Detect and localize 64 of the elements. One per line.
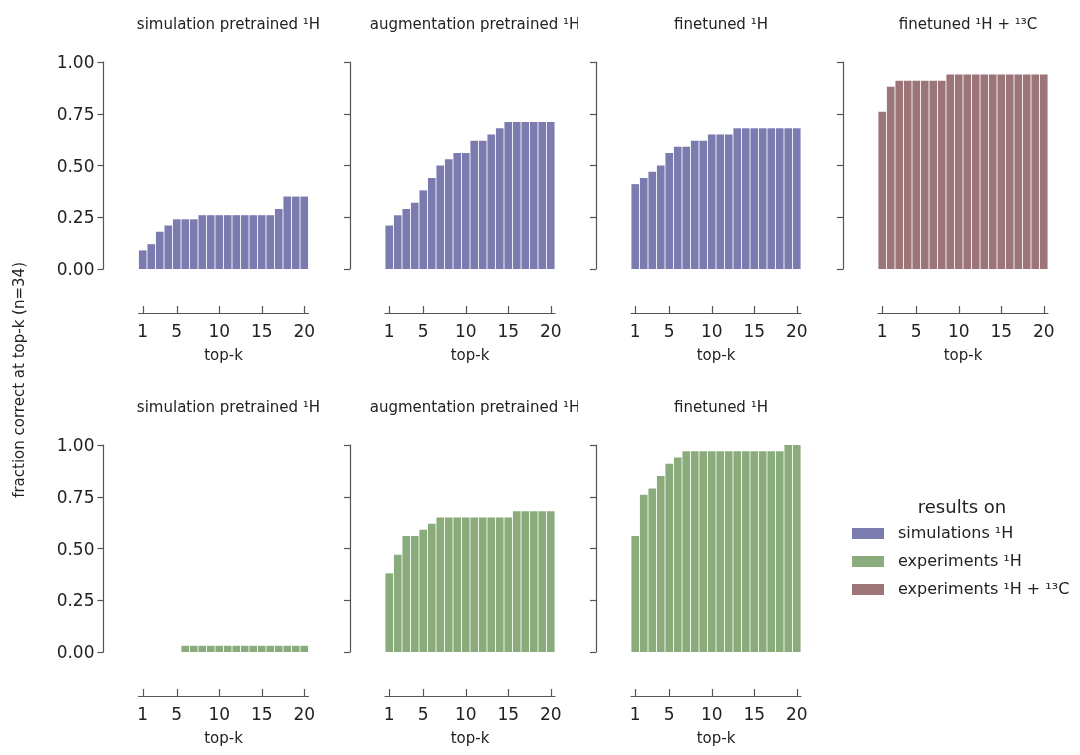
- x-tick-label: 10: [947, 320, 970, 341]
- chart-title: augmentation pretrained ¹H: [369, 397, 581, 416]
- x-tick-label: 15: [743, 320, 766, 341]
- x-tick-label: 10: [700, 320, 723, 341]
- x-axis-title: top-k: [204, 728, 244, 747]
- x-tick-label: 20: [785, 703, 808, 724]
- x-tick-label: 15: [497, 703, 520, 724]
- x-tick-label: 10: [700, 703, 723, 724]
- x-tick-label: 1: [383, 703, 395, 724]
- x-tick-label: 5: [417, 703, 429, 724]
- x-tick-label: 15: [250, 703, 273, 724]
- x-tick-label: 1: [383, 320, 395, 341]
- y-tick-label: 0.50: [56, 538, 95, 559]
- x-axis-title: top-k: [696, 345, 736, 364]
- x-tick-label: 10: [208, 320, 231, 341]
- x-tick-label: 1: [629, 703, 641, 724]
- x-tick-label: 10: [454, 703, 477, 724]
- y-tick-label: 0.00: [56, 642, 95, 662]
- chart-title: simulation pretrained ¹H: [136, 397, 321, 416]
- legend-label: simulations ¹H: [898, 523, 1014, 543]
- x-tick-label: 5: [663, 320, 675, 341]
- y-tick-label: 0.00: [56, 259, 95, 279]
- x-tick-label: 15: [743, 703, 766, 724]
- x-tick-label: 5: [171, 320, 183, 341]
- x-axis-title: top-k: [696, 728, 736, 747]
- x-tick-label: 20: [293, 320, 316, 341]
- legend-title: results on: [917, 496, 1007, 518]
- x-tick-label: 15: [250, 320, 273, 341]
- x-tick-label: 20: [293, 703, 316, 724]
- y-tick-label: 1.00: [56, 52, 95, 72]
- legend-label: experiments ¹H + ¹³C: [898, 579, 1070, 599]
- x-tick-label: 5: [417, 320, 429, 341]
- y-tick-label: 0.75: [56, 486, 95, 507]
- x-tick-label: 1: [137, 703, 149, 724]
- y-tick-label: 0.50: [56, 155, 95, 176]
- x-tick-label: 10: [454, 320, 477, 341]
- x-tick-label: 20: [785, 320, 808, 341]
- x-tick-label: 20: [539, 320, 562, 341]
- y-tick-label: 0.25: [56, 207, 95, 228]
- y-axis-title: fraction correct at top-k (n=34): [10, 262, 28, 498]
- chart-title: simulation pretrained ¹H: [136, 14, 321, 33]
- y-tick-label: 1.00: [56, 435, 95, 455]
- x-tick-label: 15: [990, 320, 1013, 341]
- y-tick-label: 0.75: [56, 103, 95, 124]
- x-tick-label: 20: [539, 703, 562, 724]
- x-tick-label: 5: [663, 703, 675, 724]
- x-tick-label: 10: [208, 703, 231, 724]
- x-tick-label: 1: [876, 320, 888, 341]
- x-tick-label: 20: [1032, 320, 1055, 341]
- chart-title: finetuned ¹H + ¹³C: [898, 14, 1038, 33]
- chart-title: finetuned ¹H: [674, 397, 768, 416]
- x-axis-title: top-k: [450, 345, 490, 364]
- chart-title: augmentation pretrained ¹H: [369, 14, 581, 33]
- x-tick-label: 15: [497, 320, 520, 341]
- x-axis-title: top-k: [204, 345, 244, 364]
- y-tick-label: 0.25: [56, 590, 95, 611]
- x-tick-label: 5: [910, 320, 922, 341]
- x-tick-label: 5: [171, 703, 183, 724]
- legend-label: experiments ¹H: [898, 551, 1022, 571]
- chart-title: finetuned ¹H: [674, 14, 768, 33]
- x-tick-label: 1: [137, 320, 149, 341]
- x-axis-title: top-k: [943, 345, 983, 364]
- x-axis-title: top-k: [450, 728, 490, 747]
- x-tick-label: 1: [629, 320, 641, 341]
